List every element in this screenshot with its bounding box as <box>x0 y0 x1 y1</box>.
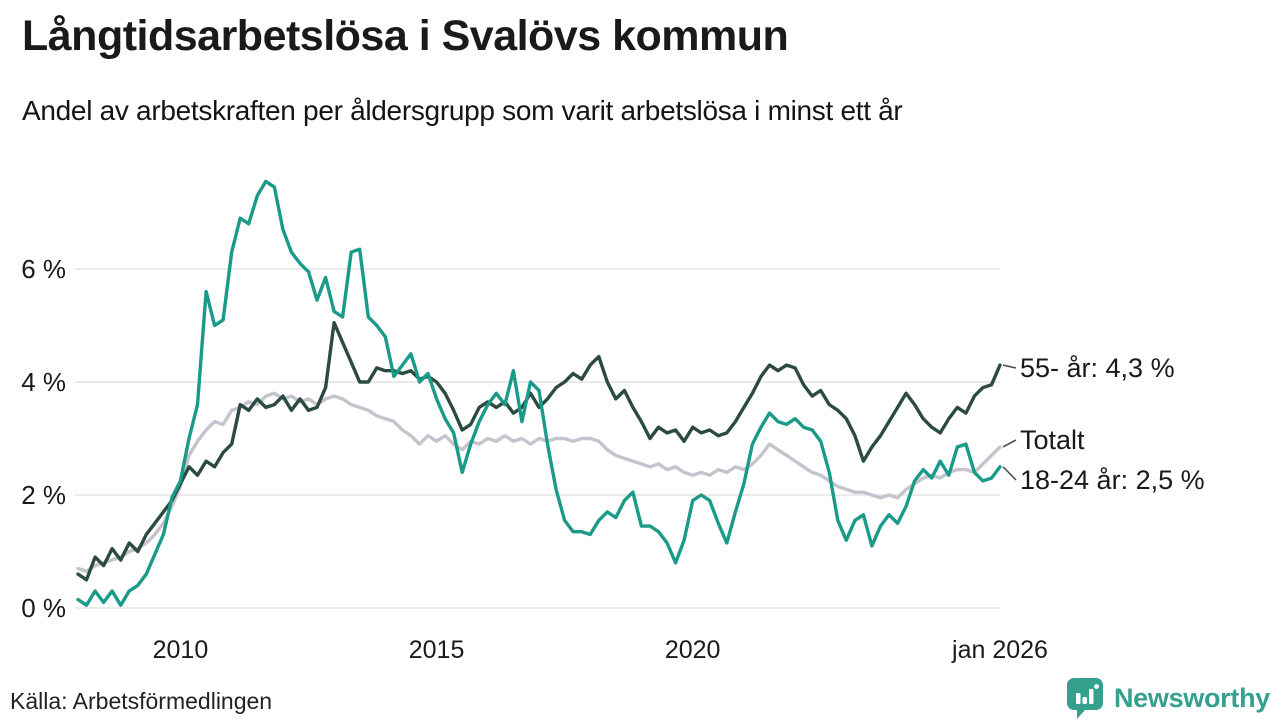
newsworthy-logo: Newsworthy <box>1065 676 1270 720</box>
x-axis-tick-label: 2015 <box>409 636 465 664</box>
series-line-18-24-r <box>76 179 1002 607</box>
bar-chart-speech-bubble-icon <box>1066 678 1103 719</box>
series-line-totalt <box>76 391 1002 573</box>
x-axis-tick-label: jan 2026 <box>951 636 1048 664</box>
label-leader-line <box>1002 364 1017 369</box>
y-axis-tick-label: 4 % <box>21 367 66 397</box>
y-axis-tick-label: 0 % <box>21 593 66 623</box>
y-axis-tick-label: 6 % <box>21 254 66 284</box>
series-line-55-r <box>76 321 1002 582</box>
series-end-label: Totalt <box>1020 425 1085 455</box>
brand-name: Newsworthy <box>1113 682 1270 713</box>
source-note: Källa: Arbetsförmedlingen <box>10 688 273 714</box>
label-leader-line <box>1002 439 1017 448</box>
chart-title: Långtidsarbetslösa i Svalövs kommun <box>22 12 789 60</box>
series-end-label: 55- år: 4,3 % <box>1020 353 1175 383</box>
x-axis-tick-label: 2020 <box>665 636 721 664</box>
y-axis-tick-label: 2 % <box>21 480 66 510</box>
series-end-label: 18-24 år: 2,5 % <box>1020 465 1205 495</box>
chart-subtitle: Andel av arbetskraften per åldersgrupp s… <box>22 95 903 126</box>
x-axis-tick-label: 2010 <box>153 636 209 664</box>
label-leader-line <box>1002 466 1017 481</box>
